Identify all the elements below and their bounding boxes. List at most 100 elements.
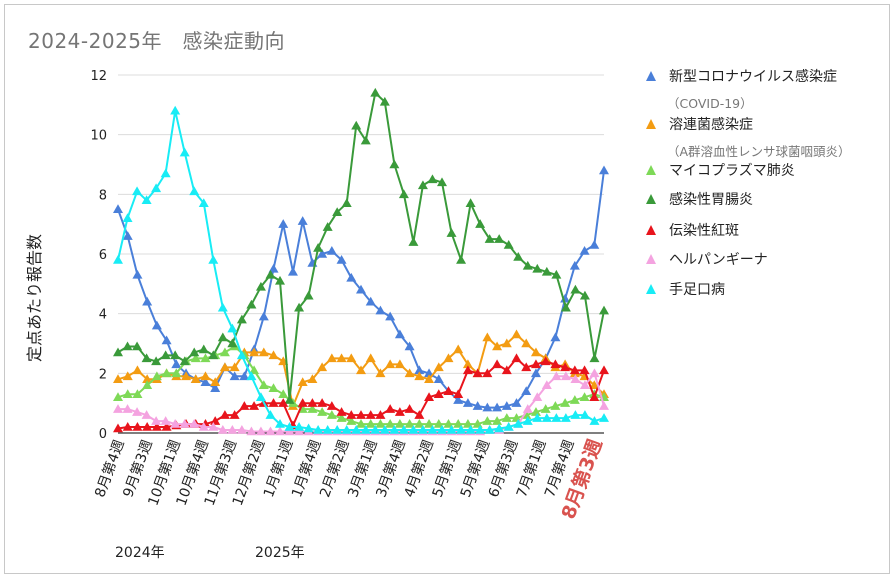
data-point [122, 422, 133, 431]
data-point [475, 219, 486, 228]
series-layer [113, 87, 609, 436]
data-point [278, 219, 289, 228]
series-line-6 [117, 109, 605, 431]
data-point [560, 302, 571, 312]
data-point [255, 281, 266, 291]
data-point [408, 237, 419, 246]
data-point [336, 407, 347, 416]
data-point [236, 350, 247, 360]
data-point [482, 332, 493, 342]
data-point [511, 413, 522, 422]
data-point [521, 338, 532, 348]
data-point [385, 419, 396, 428]
data-point [132, 365, 143, 375]
data-point [189, 186, 200, 196]
data-point [219, 347, 230, 357]
data-point [532, 263, 543, 273]
data-point [375, 419, 386, 428]
data-point [151, 320, 162, 330]
data-point [532, 413, 543, 422]
data-point [551, 269, 562, 279]
data-point [346, 353, 357, 363]
data-point [190, 353, 201, 363]
data-point [210, 377, 221, 387]
data-point [303, 290, 314, 300]
data-point [171, 368, 182, 378]
data-point [433, 374, 444, 384]
data-point [287, 266, 298, 276]
data-point [446, 228, 457, 237]
data-point [540, 404, 551, 413]
data-point [356, 410, 366, 419]
data-point [465, 198, 476, 208]
data-point [569, 365, 580, 375]
data-point [492, 359, 503, 369]
legend-item-2: マイコプラズマ肺炎 [646, 163, 795, 179]
data-point [326, 410, 337, 419]
data-point [356, 419, 366, 428]
data-point [417, 180, 428, 190]
legend-sublabel: （A群溶血性レンサ球菌咽頭炎） [667, 144, 851, 159]
data-point [443, 419, 454, 428]
data-point [258, 380, 269, 390]
legend-marker [646, 165, 656, 175]
chart-frame: 2024-2025年 感染症動向 [4, 4, 890, 574]
data-point [414, 419, 425, 428]
data-point [370, 425, 381, 434]
data-point [494, 234, 505, 243]
data-point [501, 365, 512, 375]
data-point [482, 402, 493, 412]
data-point [570, 410, 581, 419]
data-point [398, 189, 409, 199]
data-point [227, 425, 238, 434]
y-tick-8: 8 [99, 188, 107, 203]
data-point [356, 284, 366, 294]
data-point [599, 365, 609, 375]
data-point [275, 275, 285, 285]
data-point [170, 419, 181, 428]
data-point [208, 350, 219, 360]
data-point [236, 314, 247, 324]
data-point [385, 311, 396, 321]
data-point [275, 426, 285, 436]
data-point [394, 419, 405, 428]
data-point [379, 96, 390, 106]
data-point [284, 395, 295, 404]
data-point [307, 404, 318, 413]
data-point [404, 368, 415, 378]
data-point [122, 404, 133, 413]
data-point [424, 392, 435, 401]
data-point [511, 329, 522, 339]
data-point [375, 305, 386, 315]
data-point [462, 359, 473, 369]
data-point [297, 377, 308, 387]
y-axis-label: 定点あたり報告数 [25, 234, 44, 362]
data-point [284, 422, 295, 431]
data-point [365, 353, 376, 363]
data-point [122, 231, 133, 240]
y-tick-10: 10 [90, 129, 107, 144]
data-point [522, 260, 533, 270]
data-point [579, 392, 590, 401]
y-tick-labels: 0 2 4 6 8 10 12 [90, 69, 107, 442]
data-point [239, 401, 250, 410]
data-point [356, 365, 366, 375]
data-point [385, 404, 396, 413]
data-point [141, 410, 152, 419]
data-point [453, 344, 464, 354]
data-point [255, 392, 266, 401]
data-point [472, 401, 483, 410]
data-point [579, 246, 590, 255]
data-point [151, 422, 162, 431]
data-point [200, 371, 211, 381]
data-point [190, 374, 201, 384]
data-point [336, 254, 347, 264]
data-point [346, 272, 357, 282]
legend-item-3: 感染性胃腸炎 [646, 191, 753, 208]
data-point [246, 371, 257, 381]
data-point [414, 365, 425, 375]
data-point [494, 423, 505, 433]
data-point [365, 419, 376, 428]
data-point [589, 368, 600, 378]
